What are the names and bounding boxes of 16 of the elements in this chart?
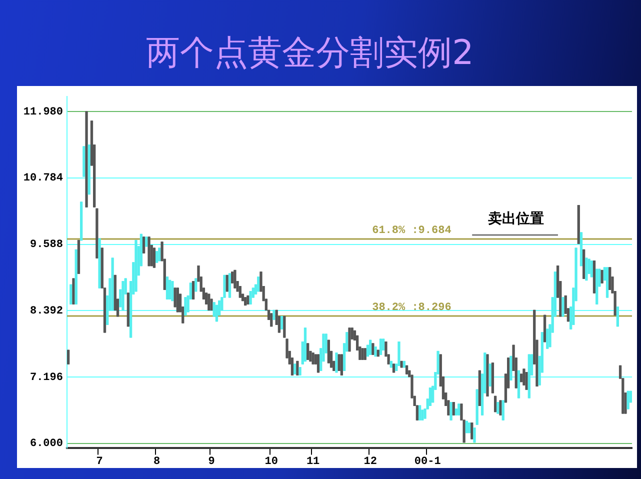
y-tick-label: 9.588 (30, 239, 64, 252)
annotation: 卖出位置 (488, 211, 544, 228)
chart-title: 两个点黄金分割实例2 (145, 32, 475, 75)
ref-line-label: 61.8% :9.684 (372, 225, 452, 238)
y-tick-label: 6.000 (30, 438, 63, 450)
y-tick-label: 10.784 (23, 172, 64, 185)
x-tick-label: 7 (96, 456, 103, 468)
x-tick-label: 9 (208, 456, 215, 468)
y-tick-label: 8.392 (30, 305, 63, 318)
x-tick-label: 8 (154, 456, 161, 468)
y-tick-label: 7.196 (30, 372, 63, 384)
y-tick-label: 11.980 (23, 106, 63, 118)
x-tick-label: 11 (306, 456, 320, 468)
x-tick-label: 10 (264, 456, 278, 468)
x-tick-label: 12 (364, 456, 377, 468)
x-tick-label: 00-1 (414, 456, 442, 468)
